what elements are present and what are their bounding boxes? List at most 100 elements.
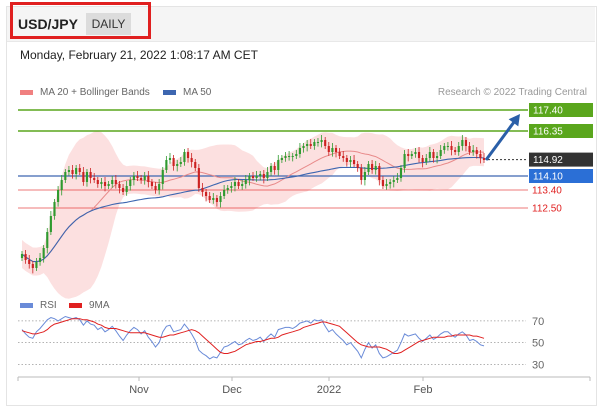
legend-item-rsi: RSI [20,300,57,311]
candle [374,161,377,175]
current-price-label-box [529,152,593,167]
candle-body [428,152,431,158]
candle [118,181,121,194]
candle-body [31,264,34,268]
legend-label-9ma: 9MA [89,300,110,311]
candle-body [291,156,294,157]
candle-body [233,182,237,186]
candle-body [132,176,135,180]
candle-body [432,152,435,158]
candle-body [454,150,457,152]
candle-body [295,154,298,156]
candle [446,142,449,151]
candle-body [385,184,388,186]
candle-body [324,140,327,146]
candle [327,142,330,156]
x-axis-tick-label: Nov [129,384,149,396]
candle [208,192,211,203]
candle-body [371,164,374,170]
candle [129,177,132,191]
candle [154,182,157,194]
candle [345,155,348,167]
candle-body [334,148,338,152]
candle-body [125,186,128,192]
candle [42,245,45,263]
resistance-label-box [529,103,593,117]
rsi-tick-label: 70 [532,316,544,328]
candle-body [161,170,164,184]
candle [436,152,439,164]
forecast-arrow-head [508,114,520,127]
candle [31,261,34,274]
candle-body [194,162,197,168]
candle-body [103,182,107,186]
candle [201,183,204,197]
research-credit: Research © 2022 Trading Central [437,87,587,98]
forecast-arrow [484,114,520,161]
period-tab-daily[interactable]: DAILY [86,13,131,35]
resistance-label-text: 116.35 [533,127,563,138]
candle [280,155,283,163]
candle [114,175,117,189]
candle [96,177,99,188]
candle-body [121,188,125,192]
candle [57,186,60,207]
candle [461,135,464,151]
candle-body [49,216,52,232]
candle [439,145,442,159]
candle [223,185,226,199]
candle-body [327,146,330,152]
candle-body [107,184,110,186]
rsi-line [21,315,485,360]
candle [111,176,114,188]
candle-body [89,172,92,178]
candle-body [129,180,132,186]
candle [306,140,309,152]
candle [78,164,81,175]
candle [49,211,52,235]
candle [464,137,468,152]
candle [367,161,370,175]
candle-body [136,176,139,178]
candle [233,177,237,192]
candle [334,145,338,158]
candle-body [179,162,182,164]
candle-body [306,144,309,146]
candle-body [212,198,215,200]
currency-pair-title: USD/JPY [18,16,78,32]
candle [360,164,363,185]
candle [64,169,67,183]
candle [183,149,186,166]
candle [85,169,89,187]
candle-body [313,142,316,146]
candle [389,179,392,189]
candle [266,167,269,181]
candle-body [150,182,154,186]
candle [35,258,38,271]
candle-body [244,180,247,184]
candle [259,171,262,181]
candle [125,181,128,196]
pivot-label-text: 114.10 [533,172,563,183]
candle [121,184,125,195]
candle [194,159,197,171]
candle [277,155,280,176]
candle [331,143,334,157]
candle-body [38,258,42,262]
x-axis-tick-label: Dec [222,384,242,396]
candle-body [96,180,99,184]
candle [414,148,417,158]
candle-body [436,156,439,158]
candle [255,171,258,182]
candle-body [407,154,410,156]
support-label-text: 112.50 [532,204,562,215]
timestamp: Monday, February 21, 2022 1:08:17 AM CET [20,48,258,62]
pivot-label-box [529,169,593,183]
candle [288,151,291,161]
level-label-support: 112.50 [532,204,562,215]
candle-body [24,254,27,260]
level-label-resistance: 116.35 [529,124,593,138]
candle [316,138,320,147]
candle-body [60,180,63,190]
candle-body [280,158,283,160]
